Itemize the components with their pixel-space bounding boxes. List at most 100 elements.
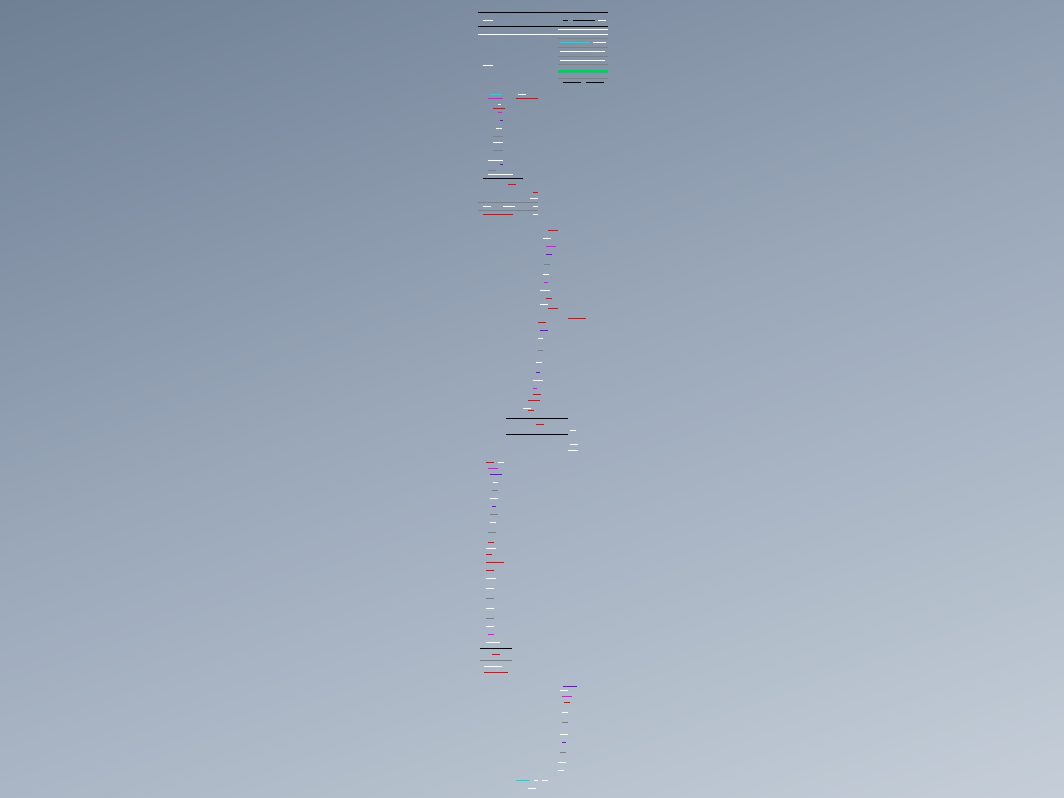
- mark-seg: [533, 206, 538, 207]
- mark-seg: [536, 372, 540, 373]
- mark-seg: [534, 780, 538, 781]
- mark-seg: [598, 20, 606, 21]
- mark-hline: [478, 12, 608, 13]
- mark-seg: [533, 380, 543, 381]
- mark-seg: [484, 672, 508, 673]
- mark-seg: [528, 788, 536, 789]
- mark-seg: [490, 498, 498, 499]
- mark-seg: [586, 82, 604, 83]
- mark-seg: [493, 150, 503, 151]
- mark-hline: [506, 434, 568, 435]
- mark-seg: [518, 94, 526, 95]
- mark-seg: [486, 618, 494, 619]
- mark-seg: [492, 490, 498, 491]
- mark-seg: [486, 608, 494, 609]
- mark-seg: [486, 548, 496, 549]
- mark-seg: [498, 104, 501, 105]
- mark-seg: [488, 468, 498, 469]
- mark-seg: [533, 192, 538, 193]
- mark-seg: [558, 78, 608, 79]
- mark-seg: [548, 308, 558, 309]
- mark-seg: [486, 578, 496, 579]
- mark-seg: [538, 350, 543, 351]
- mark-seg: [546, 298, 552, 299]
- mark-seg: [533, 394, 541, 395]
- mark-seg: [543, 274, 549, 275]
- mark-hline: [506, 418, 568, 419]
- mark-seg: [542, 780, 548, 781]
- mark-seg: [538, 338, 543, 339]
- mark-seg: [558, 29, 608, 30]
- mark-hline: [478, 26, 608, 27]
- mark-hline: [478, 202, 538, 203]
- mark-seg: [543, 238, 551, 239]
- mark-seg: [488, 160, 503, 161]
- mark-seg: [564, 702, 570, 703]
- mark-seg: [562, 742, 566, 743]
- mark-seg: [488, 542, 494, 543]
- mark-seg: [533, 214, 538, 215]
- mark-seg: [563, 686, 577, 687]
- mark-hline: [483, 178, 523, 179]
- mark-seg: [486, 570, 494, 571]
- mark-seg: [498, 462, 504, 463]
- mark-seg: [560, 690, 568, 691]
- mark-seg: [562, 722, 568, 723]
- mark-seg: [570, 430, 576, 431]
- mark-seg: [558, 762, 566, 763]
- mark-seg: [562, 712, 568, 713]
- mark-seg: [573, 20, 595, 21]
- mark-seg: [490, 522, 496, 523]
- mark-seg: [544, 264, 550, 265]
- mark-seg: [496, 128, 502, 129]
- mark-seg: [558, 56, 608, 57]
- mark-seg: [593, 42, 606, 43]
- mark-seg: [498, 112, 502, 113]
- mark-seg: [548, 230, 558, 231]
- mark-hline: [480, 648, 512, 649]
- mark-seg: [546, 246, 556, 247]
- mark-seg: [490, 514, 498, 515]
- mark-hline: [478, 34, 608, 35]
- mark-seg: [493, 482, 498, 483]
- mark-seg: [558, 47, 608, 48]
- mark-seg: [568, 450, 578, 451]
- mark-seg: [492, 506, 496, 507]
- mark-seg: [486, 626, 494, 627]
- mark-seg: [560, 60, 605, 61]
- mark-seg: [488, 532, 496, 533]
- mark-seg: [486, 562, 504, 563]
- mark-seg: [508, 184, 516, 185]
- mark-seg: [560, 734, 568, 735]
- mark-seg: [530, 198, 538, 199]
- mark-seg: [488, 634, 494, 635]
- mark-seg: [563, 82, 581, 83]
- mark-seg: [493, 142, 503, 143]
- mark-seg: [486, 598, 494, 599]
- mark-seg: [483, 65, 493, 66]
- mark-seg: [483, 214, 513, 215]
- mark-seg: [523, 408, 531, 409]
- mark-seg: [538, 322, 546, 323]
- mark-seg: [484, 666, 502, 667]
- mark-seg: [558, 64, 608, 65]
- mark-seg: [558, 770, 564, 771]
- mark-seg: [528, 400, 540, 401]
- mark-seg: [490, 474, 502, 475]
- mark-seg: [546, 254, 552, 255]
- mark-seg: [488, 174, 513, 175]
- mark-seg: [540, 290, 550, 291]
- mark-seg: [528, 410, 534, 411]
- mark-seg: [483, 20, 493, 21]
- mark-seg: [560, 752, 566, 753]
- mark-seg: [536, 424, 544, 425]
- mark-seg: [560, 51, 605, 52]
- mark-seg: [562, 696, 572, 697]
- mark-seg: [483, 206, 491, 207]
- mark-seg: [516, 780, 530, 781]
- mark-seg: [486, 554, 492, 555]
- mark-seg: [563, 20, 568, 21]
- mark-seg: [500, 120, 503, 121]
- mark-seg: [503, 206, 515, 207]
- mark-seg: [493, 136, 503, 137]
